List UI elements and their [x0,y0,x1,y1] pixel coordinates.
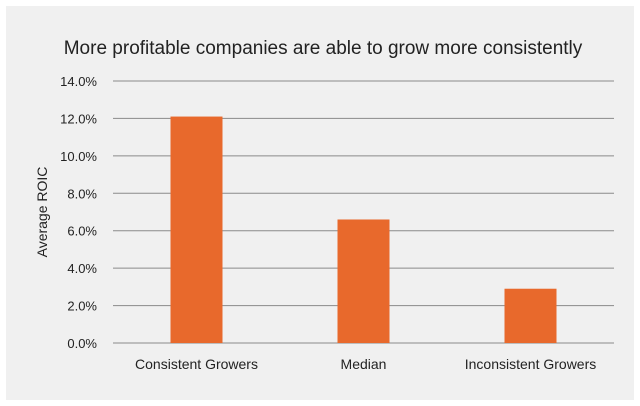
bar [337,219,390,343]
bars [170,116,557,343]
y-tick-label: 2.0% [67,299,97,314]
y-tick-labels: 0.0% 2.0% 4.0% 6.0% 8.0% 10.0% 12.0% 14.0% [60,74,97,351]
y-tick-label: 14.0% [60,74,97,89]
x-tick-label: Median [341,356,387,372]
y-tick-label: 12.0% [60,111,97,126]
x-tick-labels: Consistent Growers Median Inconsistent Gro… [135,356,596,372]
bar [170,116,223,343]
x-tick-label: Consistent Growers [135,356,258,372]
bar [504,288,557,343]
y-tick-label: 8.0% [67,186,97,201]
x-tick-label: Inconsistent Growers [465,356,597,372]
chart-title: More profitable companies are able to gr… [64,38,583,59]
y-tick-label: 6.0% [67,224,97,239]
y-tick-label: 10.0% [60,149,97,164]
y-tick-label: 0.0% [67,336,97,351]
y-axis-label: Average ROIC [34,167,50,258]
y-tick-label: 4.0% [67,261,97,276]
